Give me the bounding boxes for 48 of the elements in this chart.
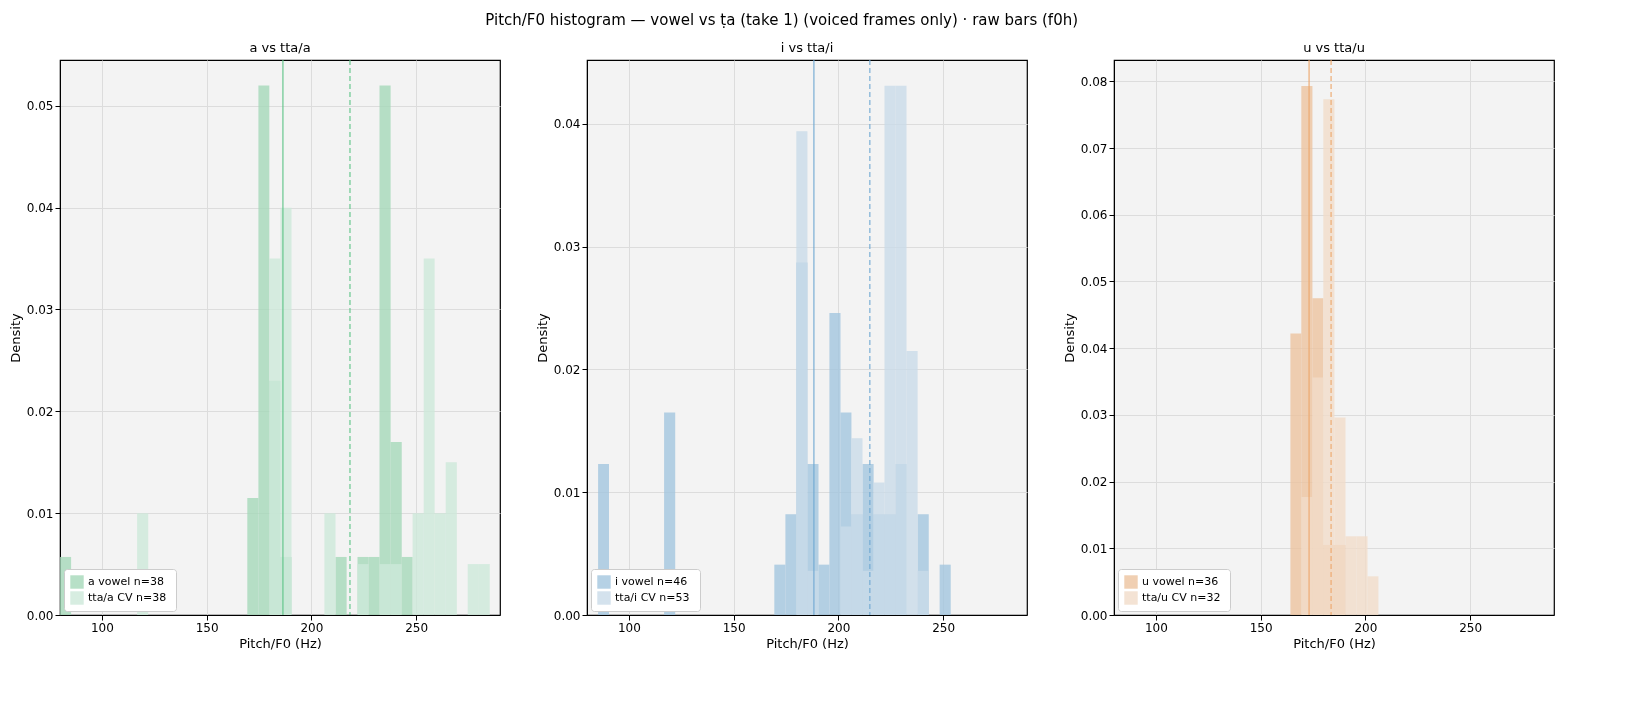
x-axis-title: Pitch/F0 (Hz): [239, 635, 322, 651]
x-axis-title: Pitch/F0 (Hz): [766, 635, 849, 651]
x-tick-label: 150: [1249, 620, 1273, 635]
x-tick-label: 200: [300, 620, 324, 635]
x-tick-label: 100: [90, 620, 114, 635]
y-tick-label: 0.04: [26, 201, 54, 216]
x-tick-label: 200: [827, 620, 851, 635]
chart-title: i vs tta/i: [780, 40, 834, 56]
x-tick-label: 100: [1144, 620, 1168, 635]
y-tick-label: 0.04: [553, 117, 581, 132]
x-tick-label: 250: [932, 620, 956, 635]
x-tick-label: 250: [1459, 620, 1483, 635]
x-axis-title: Pitch/F0 (Hz): [1293, 635, 1376, 651]
legend-label: tta/u CV n=32: [1142, 591, 1221, 604]
y-tick-label: 0.04: [1080, 341, 1108, 356]
y-tick-label: 0.02: [1080, 475, 1108, 490]
text: Pitch/F0 histogram — vowel vs ṭa (take 1) (voiced frames only) · raw bars (f0h): [485, 10, 1079, 29]
chart-title: u vs tta/u: [1303, 40, 1365, 56]
y-tick-label: 0.01: [26, 506, 54, 521]
y-tick-label: 0.03: [26, 303, 54, 317]
x-tick-label: 150: [722, 620, 746, 635]
y-tick-label: 0.03: [1080, 408, 1108, 423]
x-tick-label: 100: [617, 620, 641, 635]
y-axis-title: Density: [1061, 312, 1077, 363]
chart-title: a vs tta/a: [249, 40, 311, 56]
legend-label: a vowel n=38: [88, 575, 164, 588]
y-tick-label: 0.05: [26, 99, 54, 114]
legend-label: u vowel n=36: [1142, 575, 1219, 588]
y-tick-label: 0.00: [553, 608, 581, 623]
y-tick-label: 0.02: [553, 362, 581, 377]
y-tick-label: 0.00: [26, 608, 54, 623]
x-tick-label: 200: [1354, 620, 1378, 635]
y-tick-label: 0.05: [1080, 274, 1108, 289]
y-axis-title: Density: [534, 312, 550, 363]
x-tick-label: 150: [195, 620, 219, 635]
legend-label: i vowel n=46: [615, 575, 688, 588]
y-tick-label: 0.03: [553, 240, 581, 255]
y-tick-label: 0.08: [1080, 74, 1108, 89]
y-tick-label: 0.02: [26, 404, 54, 419]
y-tick-label: 0.01: [1080, 541, 1108, 556]
y-axis-title: Density: [7, 312, 23, 363]
y-tick-label: 0.00: [1080, 608, 1108, 623]
y-tick-label: 0.07: [1080, 141, 1108, 156]
legend-label: tta/a CV n=38: [88, 591, 167, 604]
y-tick-label: 0.01: [553, 485, 581, 500]
x-tick-label: 250: [405, 620, 429, 635]
legend-label: tta/i CV n=53: [615, 591, 690, 604]
y-tick-label: 0.06: [1080, 208, 1108, 223]
